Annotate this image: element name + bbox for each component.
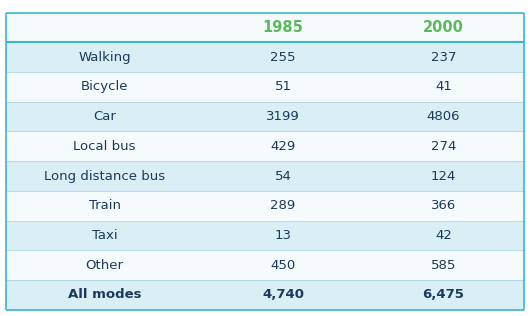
Bar <box>6 250 524 280</box>
Text: 124: 124 <box>431 169 456 183</box>
Text: 4,740: 4,740 <box>262 288 304 301</box>
Text: 366: 366 <box>431 199 456 212</box>
Text: 289: 289 <box>270 199 296 212</box>
Text: 3199: 3199 <box>266 110 300 123</box>
Text: 13: 13 <box>275 229 292 242</box>
Text: 237: 237 <box>431 51 456 64</box>
Bar <box>6 72 524 102</box>
Text: 41: 41 <box>435 80 452 94</box>
Bar <box>6 221 524 250</box>
Text: 2000: 2000 <box>423 20 464 35</box>
Text: Car: Car <box>93 110 116 123</box>
Text: 42: 42 <box>435 229 452 242</box>
Bar <box>6 161 524 191</box>
Text: Train: Train <box>89 199 121 212</box>
Text: All modes: All modes <box>68 288 142 301</box>
Text: 255: 255 <box>270 51 296 64</box>
Text: 429: 429 <box>270 140 296 153</box>
Text: Taxi: Taxi <box>92 229 118 242</box>
Text: 6,475: 6,475 <box>422 288 464 301</box>
Text: Other: Other <box>86 258 123 272</box>
Bar <box>6 191 524 221</box>
Text: 54: 54 <box>275 169 292 183</box>
Bar <box>6 13 524 42</box>
Bar <box>6 131 524 161</box>
Text: 1985: 1985 <box>263 20 304 35</box>
Text: 51: 51 <box>275 80 292 94</box>
Text: Long distance bus: Long distance bus <box>44 169 165 183</box>
Text: 274: 274 <box>431 140 456 153</box>
Text: Local bus: Local bus <box>73 140 136 153</box>
Text: 450: 450 <box>270 258 296 272</box>
Text: 4806: 4806 <box>427 110 460 123</box>
Text: Bicycle: Bicycle <box>81 80 128 94</box>
Bar <box>6 42 524 72</box>
Bar <box>6 102 524 131</box>
Text: Walking: Walking <box>78 51 131 64</box>
Text: 585: 585 <box>431 258 456 272</box>
Bar <box>6 280 524 310</box>
